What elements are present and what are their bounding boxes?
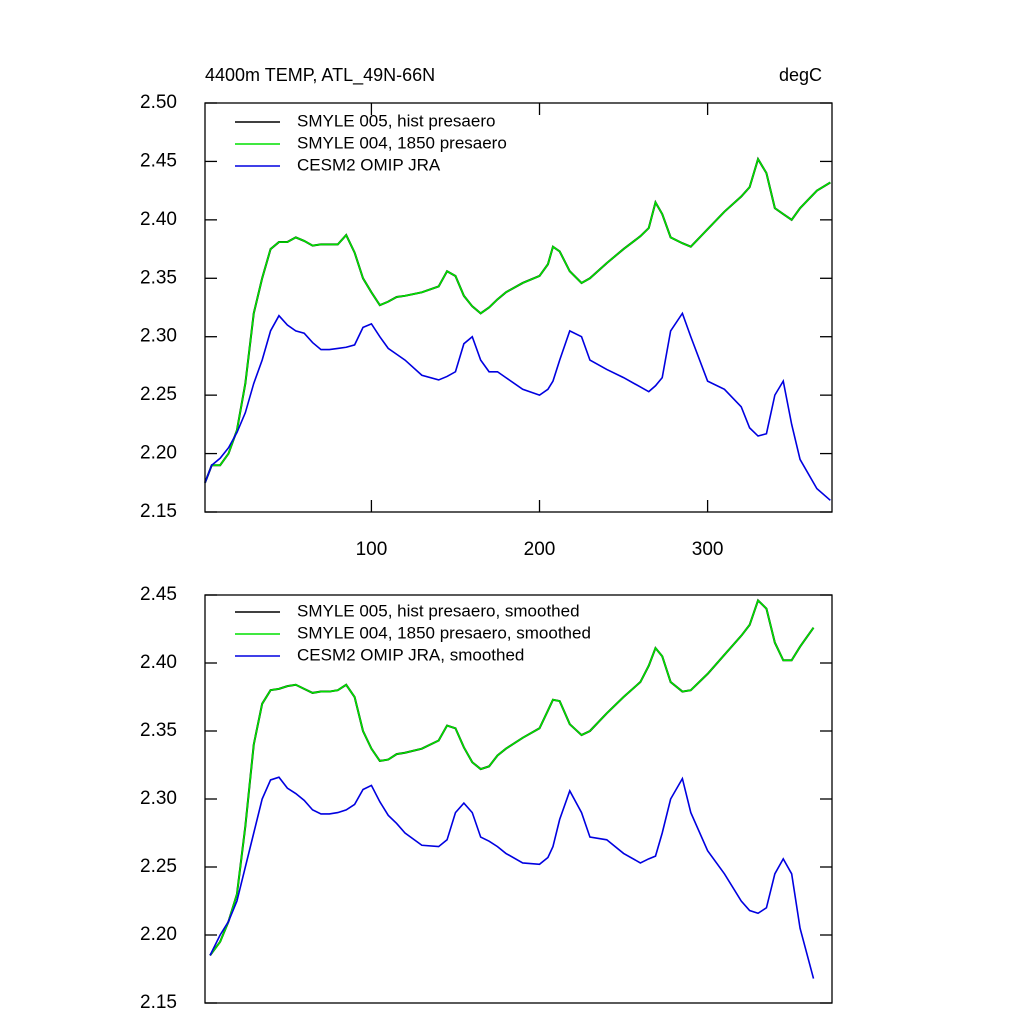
series-line [209, 776, 815, 979]
units-label: degC [779, 65, 822, 85]
x-tick-label: 300 [692, 539, 724, 560]
y-tick-label: 2.35 [140, 267, 177, 288]
x-tick-label: 100 [356, 539, 388, 560]
y-tick-label: 2.20 [140, 924, 177, 945]
y-tick-label: 2.50 [140, 92, 177, 113]
legend-label: SMYLE 004, 1850 presaero, smoothed [297, 623, 591, 642]
plot-frame [204, 102, 833, 513]
y-tick-label: 2.40 [140, 209, 177, 230]
y-tick-label: 2.30 [140, 788, 177, 809]
y-tick-label: 2.45 [140, 150, 177, 171]
y-tick-label: 2.25 [140, 856, 177, 877]
y-tick-label: 2.35 [140, 720, 177, 741]
legend-label: CESM2 OMIP JRA, smoothed [297, 645, 524, 664]
y-tick-label: 2.25 [140, 384, 177, 405]
y-tick-label: 2.15 [140, 501, 177, 522]
legend-label: SMYLE 005, hist presaero, smoothed [297, 601, 580, 620]
plot-frame [204, 594, 833, 1004]
series-line [204, 156, 831, 484]
chart-title: 4400m TEMP, ATL_49N-66N [205, 65, 435, 86]
y-tick-label: 2.45 [140, 584, 177, 605]
series-line [204, 157, 831, 484]
y-tick-label: 2.40 [140, 652, 177, 673]
y-tick-label: 2.15 [140, 992, 177, 1013]
x-tick-label: 200 [524, 539, 556, 560]
y-tick-label: 2.30 [140, 326, 177, 347]
series-line [204, 311, 831, 501]
legend-label: CESM2 OMIP JRA [297, 155, 441, 174]
legend-label: SMYLE 005, hist presaero [297, 111, 495, 130]
y-tick-label: 2.20 [140, 443, 177, 464]
legend-label: SMYLE 004, 1850 presaero [297, 133, 507, 152]
series-line [209, 598, 815, 956]
